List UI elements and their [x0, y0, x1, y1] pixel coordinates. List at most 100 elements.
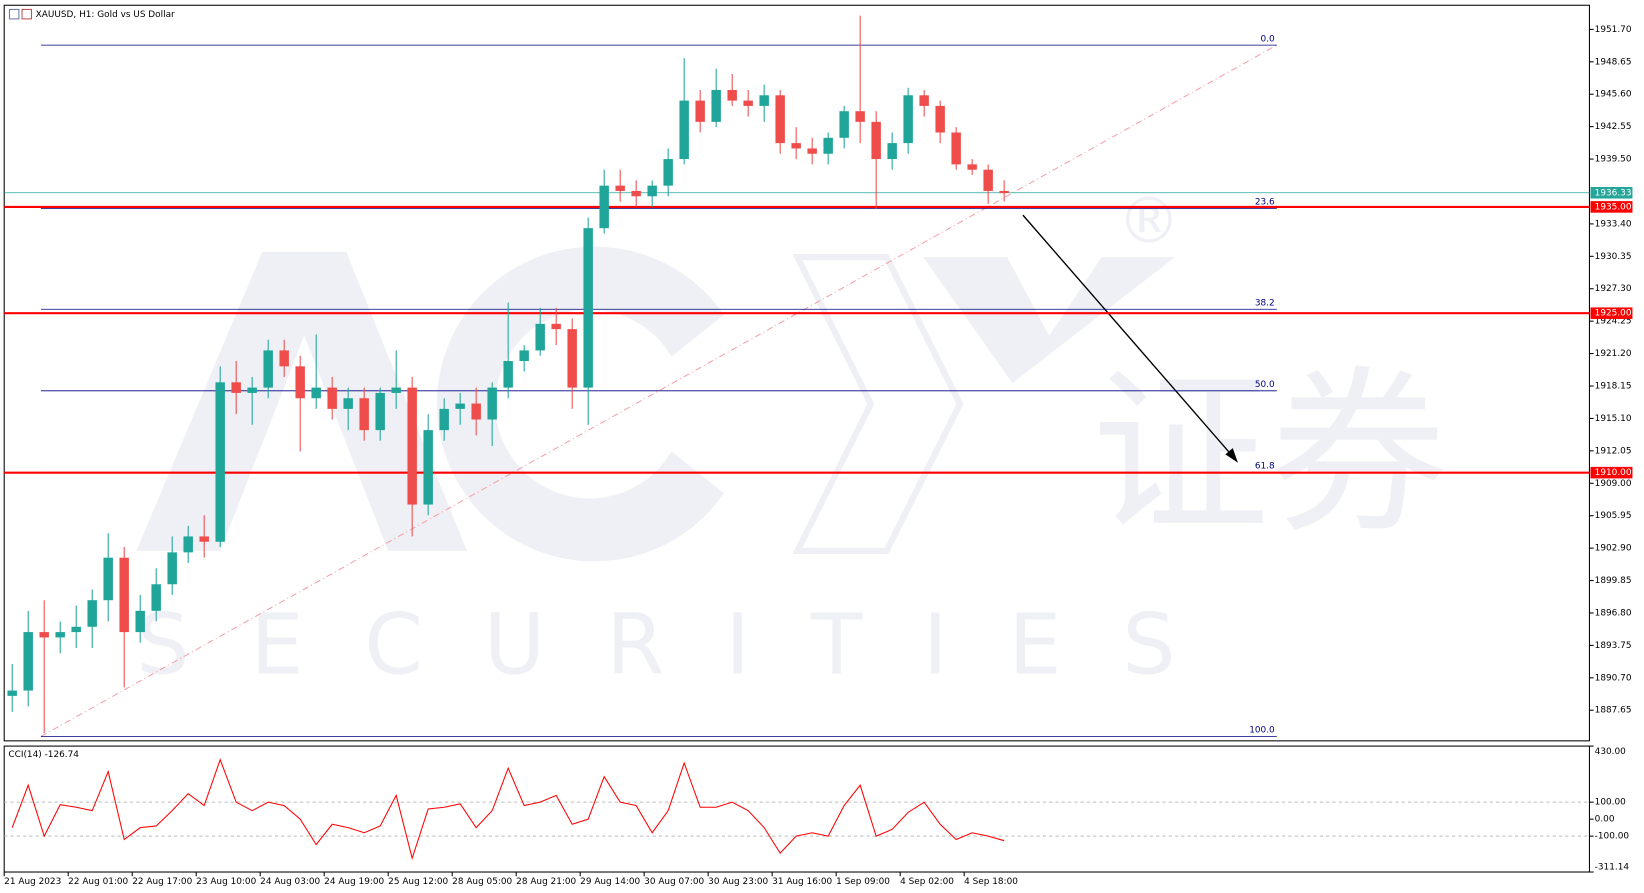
candle-body [39, 632, 49, 638]
y-tick-label: 1939.50 [1595, 155, 1632, 165]
candle-body [167, 552, 177, 585]
candle-body [455, 403, 465, 409]
y-tick-label: 1890.70 [1595, 673, 1632, 683]
y-tick-label: -100.00 [1595, 832, 1630, 842]
candle-body [279, 350, 289, 367]
candle-body [823, 137, 833, 154]
current-price-label: 1936.33 [1595, 188, 1632, 198]
candle-body [967, 164, 977, 170]
candle-body [407, 387, 417, 505]
level-box [1590, 307, 1633, 319]
candle-body [327, 387, 337, 409]
x-tick-label: 22 Aug 01:00 [68, 877, 128, 887]
candle-body [487, 387, 497, 420]
candle-body [839, 111, 849, 138]
candle-body [247, 387, 257, 393]
candle-body [7, 690, 17, 696]
y-tick-label: 1893.75 [1595, 641, 1632, 651]
y-tick-label: 1905.95 [1595, 511, 1632, 521]
candle-body [759, 95, 769, 106]
toolbar-icon [21, 8, 32, 20]
x-tick-label: 24 Aug 03:00 [260, 877, 320, 887]
candle-body [295, 366, 305, 399]
candle-body [311, 387, 321, 399]
candle-body [551, 323, 561, 330]
fib-label: 0.0 [1261, 34, 1275, 44]
candle-body [471, 403, 481, 420]
candle-body [375, 392, 385, 431]
y-tick-label: -311.14 [1595, 862, 1630, 872]
candle-body [263, 350, 273, 388]
y-tick-label: 1921.20 [1595, 349, 1632, 359]
y-tick-label: 1912.05 [1595, 446, 1632, 456]
candle-body [871, 121, 881, 160]
candle-body [743, 100, 753, 106]
candle-body [423, 430, 433, 505]
trend-arrow-head [1225, 448, 1238, 463]
candle-body [583, 228, 593, 388]
y-tick-label: 1945.60 [1595, 90, 1632, 100]
current-price-box [1590, 186, 1633, 199]
candle-body [535, 323, 545, 351]
level-label: 1910.00 [1595, 468, 1632, 478]
candle-body [231, 382, 241, 393]
x-tick-label: 30 Aug 23:00 [708, 877, 768, 887]
candle-body [391, 387, 401, 393]
candle-body [999, 190, 1009, 194]
x-tick-label: 25 Aug 12:00 [388, 877, 448, 887]
candle-body [983, 169, 993, 191]
y-tick-label: 0.00 [1595, 815, 1615, 825]
y-tick-label: 1927.30 [1595, 284, 1632, 294]
candle-body [695, 100, 705, 122]
candle-body [887, 143, 897, 160]
x-tick-label: 1 Sep 09:00 [836, 877, 890, 887]
y-tick-label: 1887.65 [1595, 706, 1632, 716]
candle-body [631, 190, 641, 197]
candle-body [199, 536, 209, 542]
y-tick-label: 1918.15 [1595, 382, 1632, 392]
x-tick-label: 30 Aug 07:00 [644, 877, 704, 887]
candle-body [503, 361, 513, 388]
fib-label: 23.6 [1255, 197, 1275, 207]
x-tick-label: 24 Aug 19:00 [324, 877, 384, 887]
level-box [1590, 201, 1633, 213]
watermark-logo [923, 257, 1176, 384]
candle-body [935, 105, 945, 133]
candle-body [775, 95, 785, 144]
candle-body [567, 329, 577, 388]
candle-body [343, 398, 353, 409]
chart-title: XAUUSD, H1: Gold vs US Dollar [36, 10, 175, 20]
y-tick-label: 1909.00 [1595, 479, 1632, 489]
candle-body [647, 185, 657, 197]
candle-body [151, 584, 161, 611]
x-tick-label: 23 Aug 10:00 [196, 877, 256, 887]
candle-body [679, 100, 689, 160]
candle-body [727, 89, 737, 101]
x-tick-label: 28 Aug 21:00 [516, 877, 576, 887]
trend-arrow [1022, 214, 1235, 458]
main-panel-frame [3, 4, 1590, 742]
candle-body [359, 398, 369, 431]
watermark-text: SECURITIES [136, 596, 1236, 694]
level-label: 1925.00 [1595, 309, 1632, 319]
candle-body [103, 557, 113, 601]
candle-body [119, 557, 129, 633]
candle-body [791, 143, 801, 149]
x-tick-label: 21 Aug 2023 [4, 877, 61, 887]
candle-body [55, 632, 65, 638]
fib-label: 38.2 [1255, 298, 1275, 308]
candle-body [599, 185, 609, 229]
candle-body [711, 89, 721, 122]
y-tick-label: 1933.40 [1595, 219, 1632, 229]
candle-body [71, 626, 81, 633]
y-tick-label: 1942.55 [1595, 122, 1632, 132]
level-box [1590, 466, 1633, 479]
indicator-title: CCI(14) -126.74 [8, 750, 79, 760]
toolbar-icon [8, 8, 20, 20]
candle-body [615, 185, 625, 191]
y-tick-label: 1951.70 [1595, 25, 1632, 35]
y-tick-label: 1899.85 [1595, 576, 1632, 586]
